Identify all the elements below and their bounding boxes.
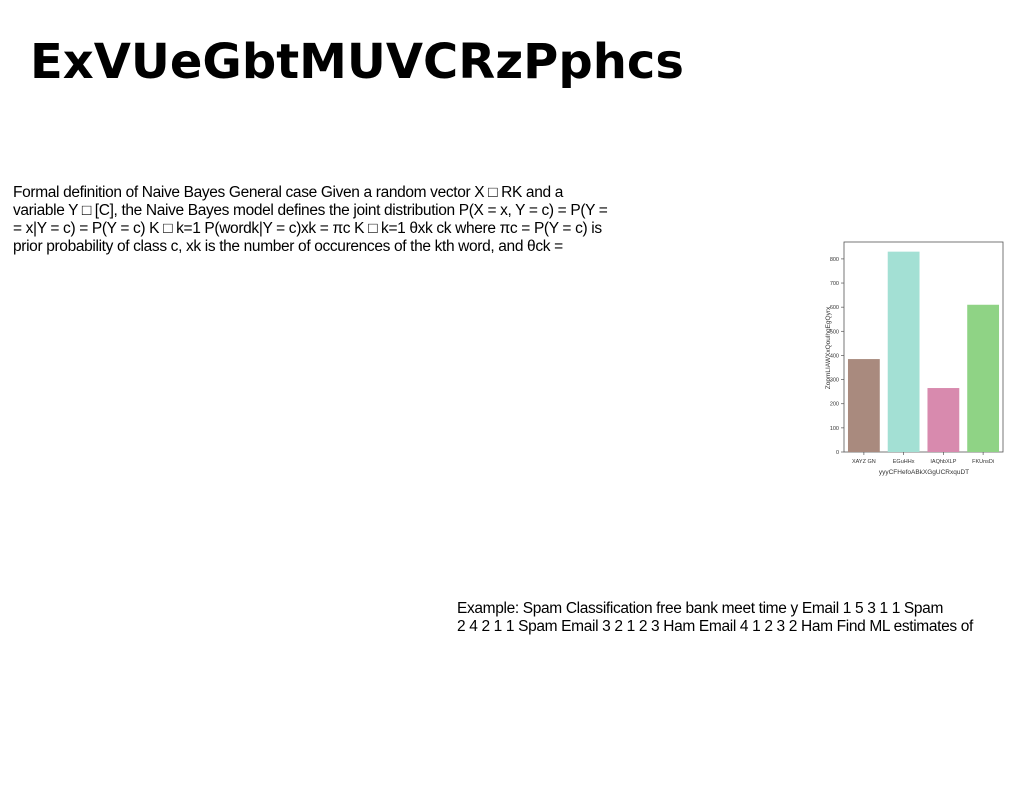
bar-chart: 0 100 200 300 400 500 600 700 800 XAYZ GN EGuHHx IA… — [825, 241, 1004, 476]
definition-paragraph: Formal definition of Naive Bayes General… — [13, 184, 608, 255]
y-tick-label: 700 — [830, 281, 839, 287]
y-tick-label: 0 — [836, 450, 839, 456]
bar-2 — [887, 251, 920, 452]
x-tick-label: XAYZ GN — [852, 459, 876, 465]
chart-frame — [843, 241, 1004, 453]
y-tick-label: 500 — [830, 329, 839, 335]
y-tick-label: 800 — [830, 257, 839, 263]
y-tick-label: 400 — [830, 353, 839, 359]
chart-y-axis-label: ZopmLIAWXxQoulhgEgQyrx — [825, 306, 832, 389]
bar-3 — [927, 388, 960, 452]
chart-x-axis-label: yyyCFHefoABkXGgUCRxquDT — [879, 469, 969, 476]
x-tick-label: FKUnsDi — [972, 459, 994, 465]
y-tick-label: 100 — [830, 426, 839, 432]
bar-1 — [847, 359, 880, 452]
x-tick-label: IAQhbXLP — [930, 459, 956, 465]
x-tick-label: EGuHHx — [893, 459, 915, 465]
chart-plot-area: 0 100 200 300 400 500 600 700 800 XAYZ GN EGuHHx IA… — [830, 241, 1004, 465]
y-tick-label: 300 — [830, 378, 839, 384]
y-tick-label: 200 — [830, 402, 839, 408]
y-tick-label: 600 — [830, 305, 839, 311]
bar-4 — [967, 304, 1000, 452]
example-paragraph: Example: Spam Classification free bank m… — [457, 600, 973, 635]
page-title: ExVUeGbtMUVCRzPphcs — [30, 34, 684, 90]
